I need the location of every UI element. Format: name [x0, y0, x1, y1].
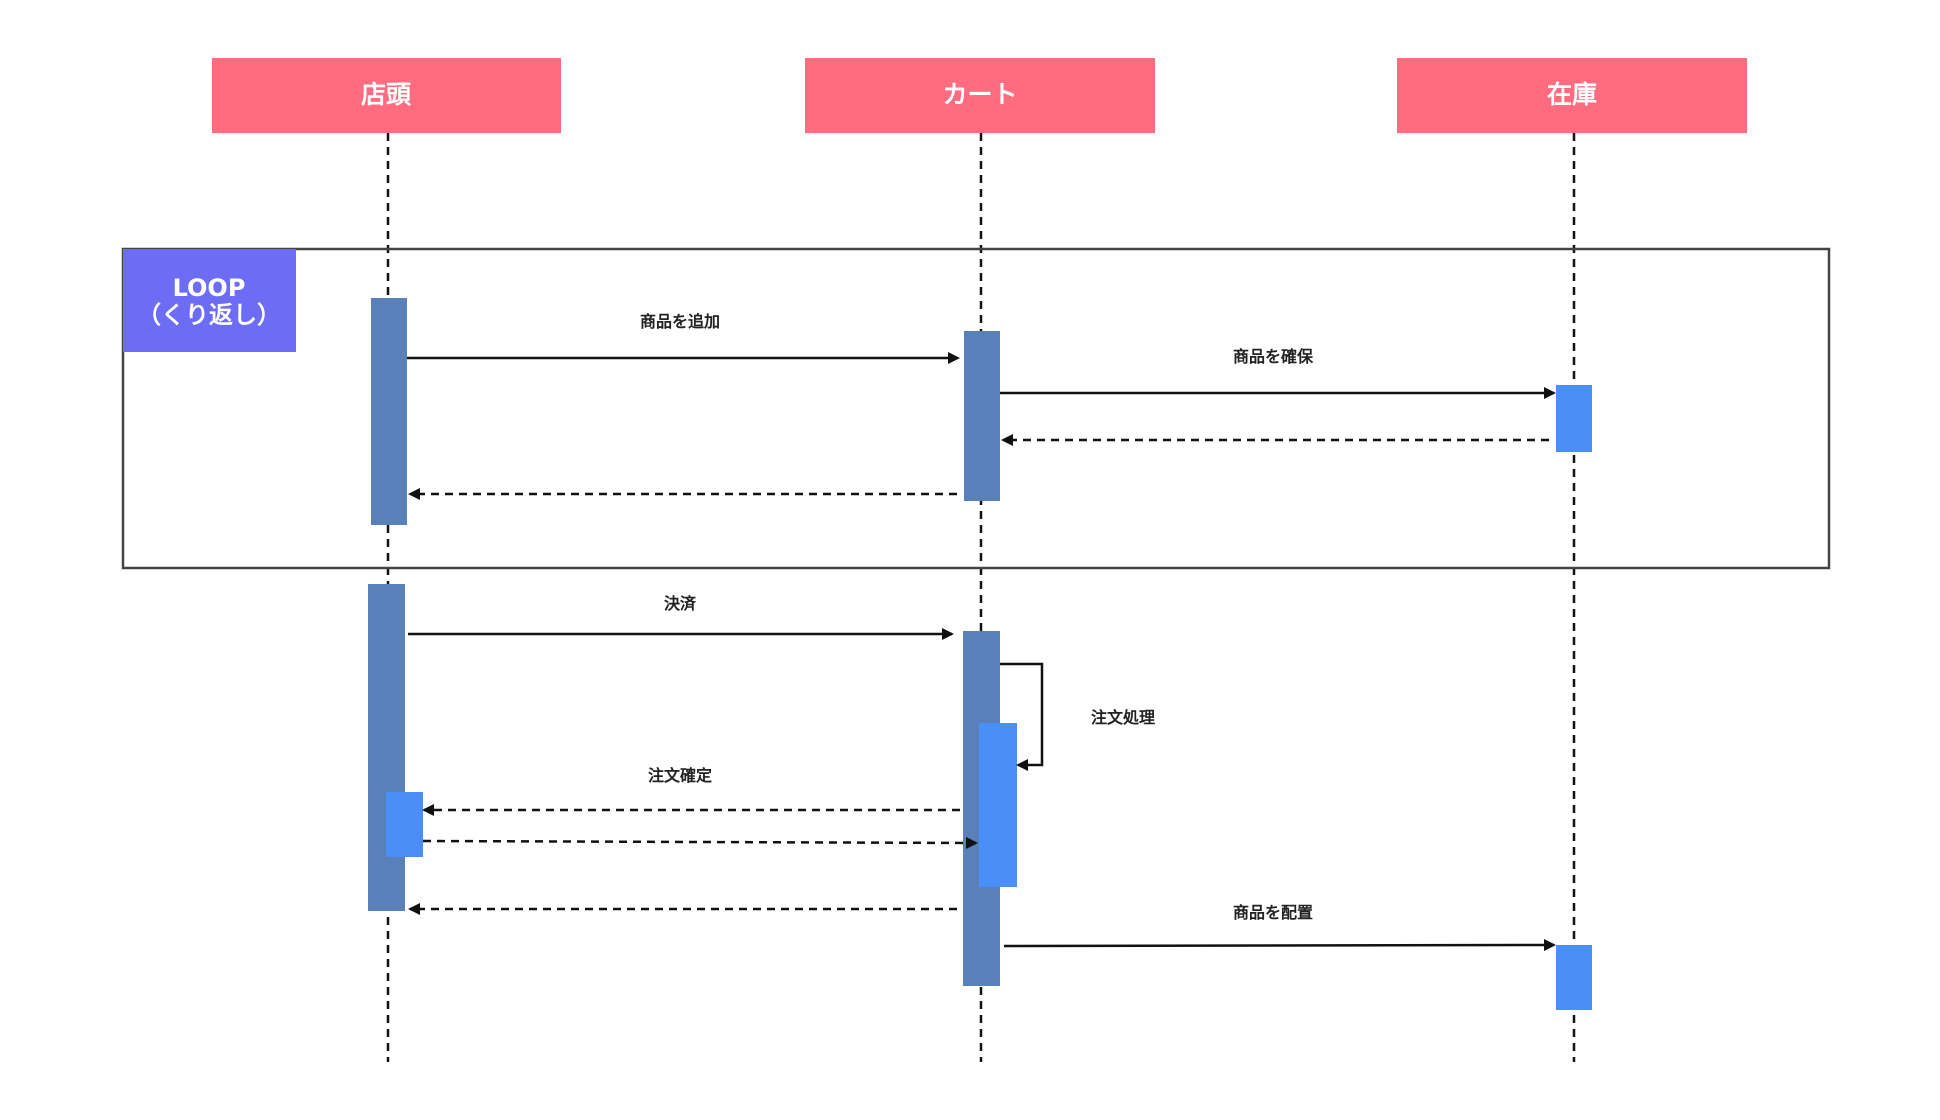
activation-storefront-loop — [371, 298, 407, 525]
activation-storefront-checkout — [368, 584, 405, 911]
message-place-item-arrow — [1003, 939, 1556, 952]
message-place-item-label: 商品を配置 — [1233, 903, 1313, 922]
participant-inventory-box — [1397, 58, 1747, 133]
message-checkout-label: 決済 — [664, 594, 697, 613]
loop-label-line1: LOOP — [173, 274, 246, 302]
activation-inventory-loop — [1556, 385, 1592, 452]
activation-cart-loop — [964, 331, 1000, 501]
participant-inventory-label: 在庫 — [1547, 80, 1597, 109]
participant-storefront-box — [212, 58, 561, 133]
message-order-processing-label: 注文処理 — [1091, 708, 1155, 727]
loop-frame — [121, 247, 1831, 570]
message-confirm-return-arrow — [422, 836, 978, 849]
message-order-confirmed-label: 注文確定 — [648, 766, 712, 785]
loop-label-line2: （くり返し） — [137, 301, 281, 329]
message-add-item-label: 商品を追加 — [640, 312, 720, 331]
message-reserve-item-label: 商品を確保 — [1233, 347, 1314, 366]
loop-label-box — [123, 249, 296, 352]
participant-storefront-label: 店頭 — [361, 80, 412, 109]
activation-inventory-place — [1556, 945, 1592, 1010]
activation-cart-processing — [979, 723, 1017, 887]
participant-cart-label: カート — [942, 80, 1017, 109]
message-order-processing-arrow — [1000, 662, 1044, 771]
activation-storefront-confirm — [386, 792, 423, 857]
participant-cart-box — [805, 58, 1155, 133]
